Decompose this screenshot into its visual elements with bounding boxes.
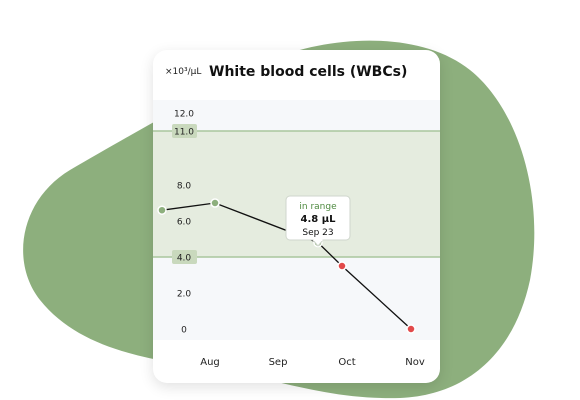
y-tick-label: 0 xyxy=(181,326,187,336)
y-tick-label: 12.0 xyxy=(174,110,194,120)
y-tick-label: 2.0 xyxy=(177,290,192,300)
wbc-chart-card: 12.0 11.0 8.0 6.0 4.0 2.0 0 Aug Sep Oct Nov in ra… xyxy=(153,50,440,383)
x-tick-label: Nov xyxy=(405,357,425,368)
tooltip-value: 4.8 µL xyxy=(301,214,337,225)
data-point-alert[interactable] xyxy=(337,261,347,271)
y-tick-label: 8.0 xyxy=(177,182,192,192)
tooltip-date: Sep 23 xyxy=(302,228,333,238)
data-point-alert[interactable] xyxy=(406,324,416,334)
data-point-in-range[interactable] xyxy=(210,198,220,208)
tooltip-status: in range xyxy=(299,202,337,212)
y-tick-highlight xyxy=(172,250,197,264)
y-tick-label: 11.0 xyxy=(174,128,194,138)
unit-label: ×10³/µL xyxy=(165,67,202,77)
y-tick-label: 6.0 xyxy=(177,218,192,228)
x-tick-label: Sep xyxy=(269,357,288,368)
chart-title: White blood cells (WBCs) xyxy=(209,64,408,80)
wbc-line-chart: 12.0 11.0 8.0 6.0 4.0 2.0 0 Aug Sep Oct Nov in ra… xyxy=(153,100,440,368)
y-tick-label: 4.0 xyxy=(177,254,192,264)
x-tick-label: Aug xyxy=(200,357,220,368)
x-tick-label: Oct xyxy=(338,357,355,368)
data-point-in-range[interactable] xyxy=(157,205,167,215)
y-tick-highlight xyxy=(172,124,197,138)
